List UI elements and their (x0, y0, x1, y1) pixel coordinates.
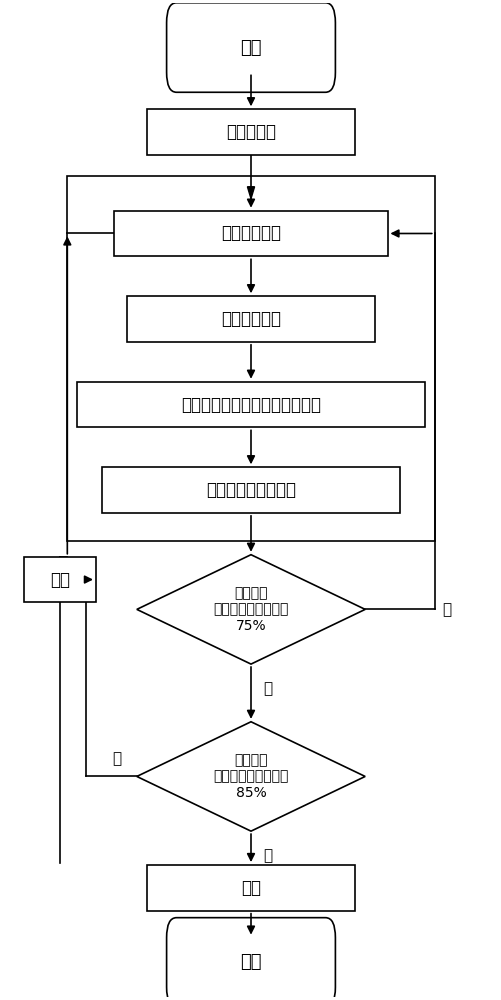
Text: 系统初始化: 系统初始化 (225, 123, 276, 141)
Polygon shape (247, 187, 254, 199)
FancyBboxPatch shape (166, 3, 335, 92)
Bar (77, 382, 424, 427)
FancyBboxPatch shape (166, 918, 335, 1000)
Text: 是否大于
允许磨损总量特征值
85%: 是否大于 允许磨损总量特征值 85% (213, 753, 288, 800)
Bar (67, 176, 434, 541)
Text: 计算电流数据平均值和燃弧系数: 计算电流数据平均值和燃弧系数 (181, 396, 320, 414)
Text: 判断分断类型: 判断分断类型 (220, 310, 281, 328)
Text: 否: 否 (112, 752, 121, 767)
Text: 报警: 报警 (240, 879, 261, 897)
Text: 是: 是 (263, 681, 272, 696)
Text: 计算累计磨损特征量: 计算累计磨损特征量 (205, 481, 296, 499)
Text: 是否大于
允许磨损总量特征值
75%: 是否大于 允许磨损总量特征值 75% (213, 586, 288, 633)
Bar (114, 211, 387, 256)
Polygon shape (137, 722, 364, 831)
Text: 是: 是 (263, 849, 272, 864)
Bar (127, 296, 374, 342)
Polygon shape (137, 555, 364, 664)
Bar (102, 467, 399, 513)
Text: 开始: 开始 (240, 39, 261, 57)
Text: 否: 否 (441, 602, 450, 617)
Text: 预警: 预警 (50, 571, 70, 589)
Bar (24, 557, 96, 602)
Text: 采集电流数据: 采集电流数据 (220, 224, 281, 242)
Bar (146, 109, 355, 155)
Text: 结束: 结束 (240, 953, 261, 971)
Bar (146, 865, 355, 911)
